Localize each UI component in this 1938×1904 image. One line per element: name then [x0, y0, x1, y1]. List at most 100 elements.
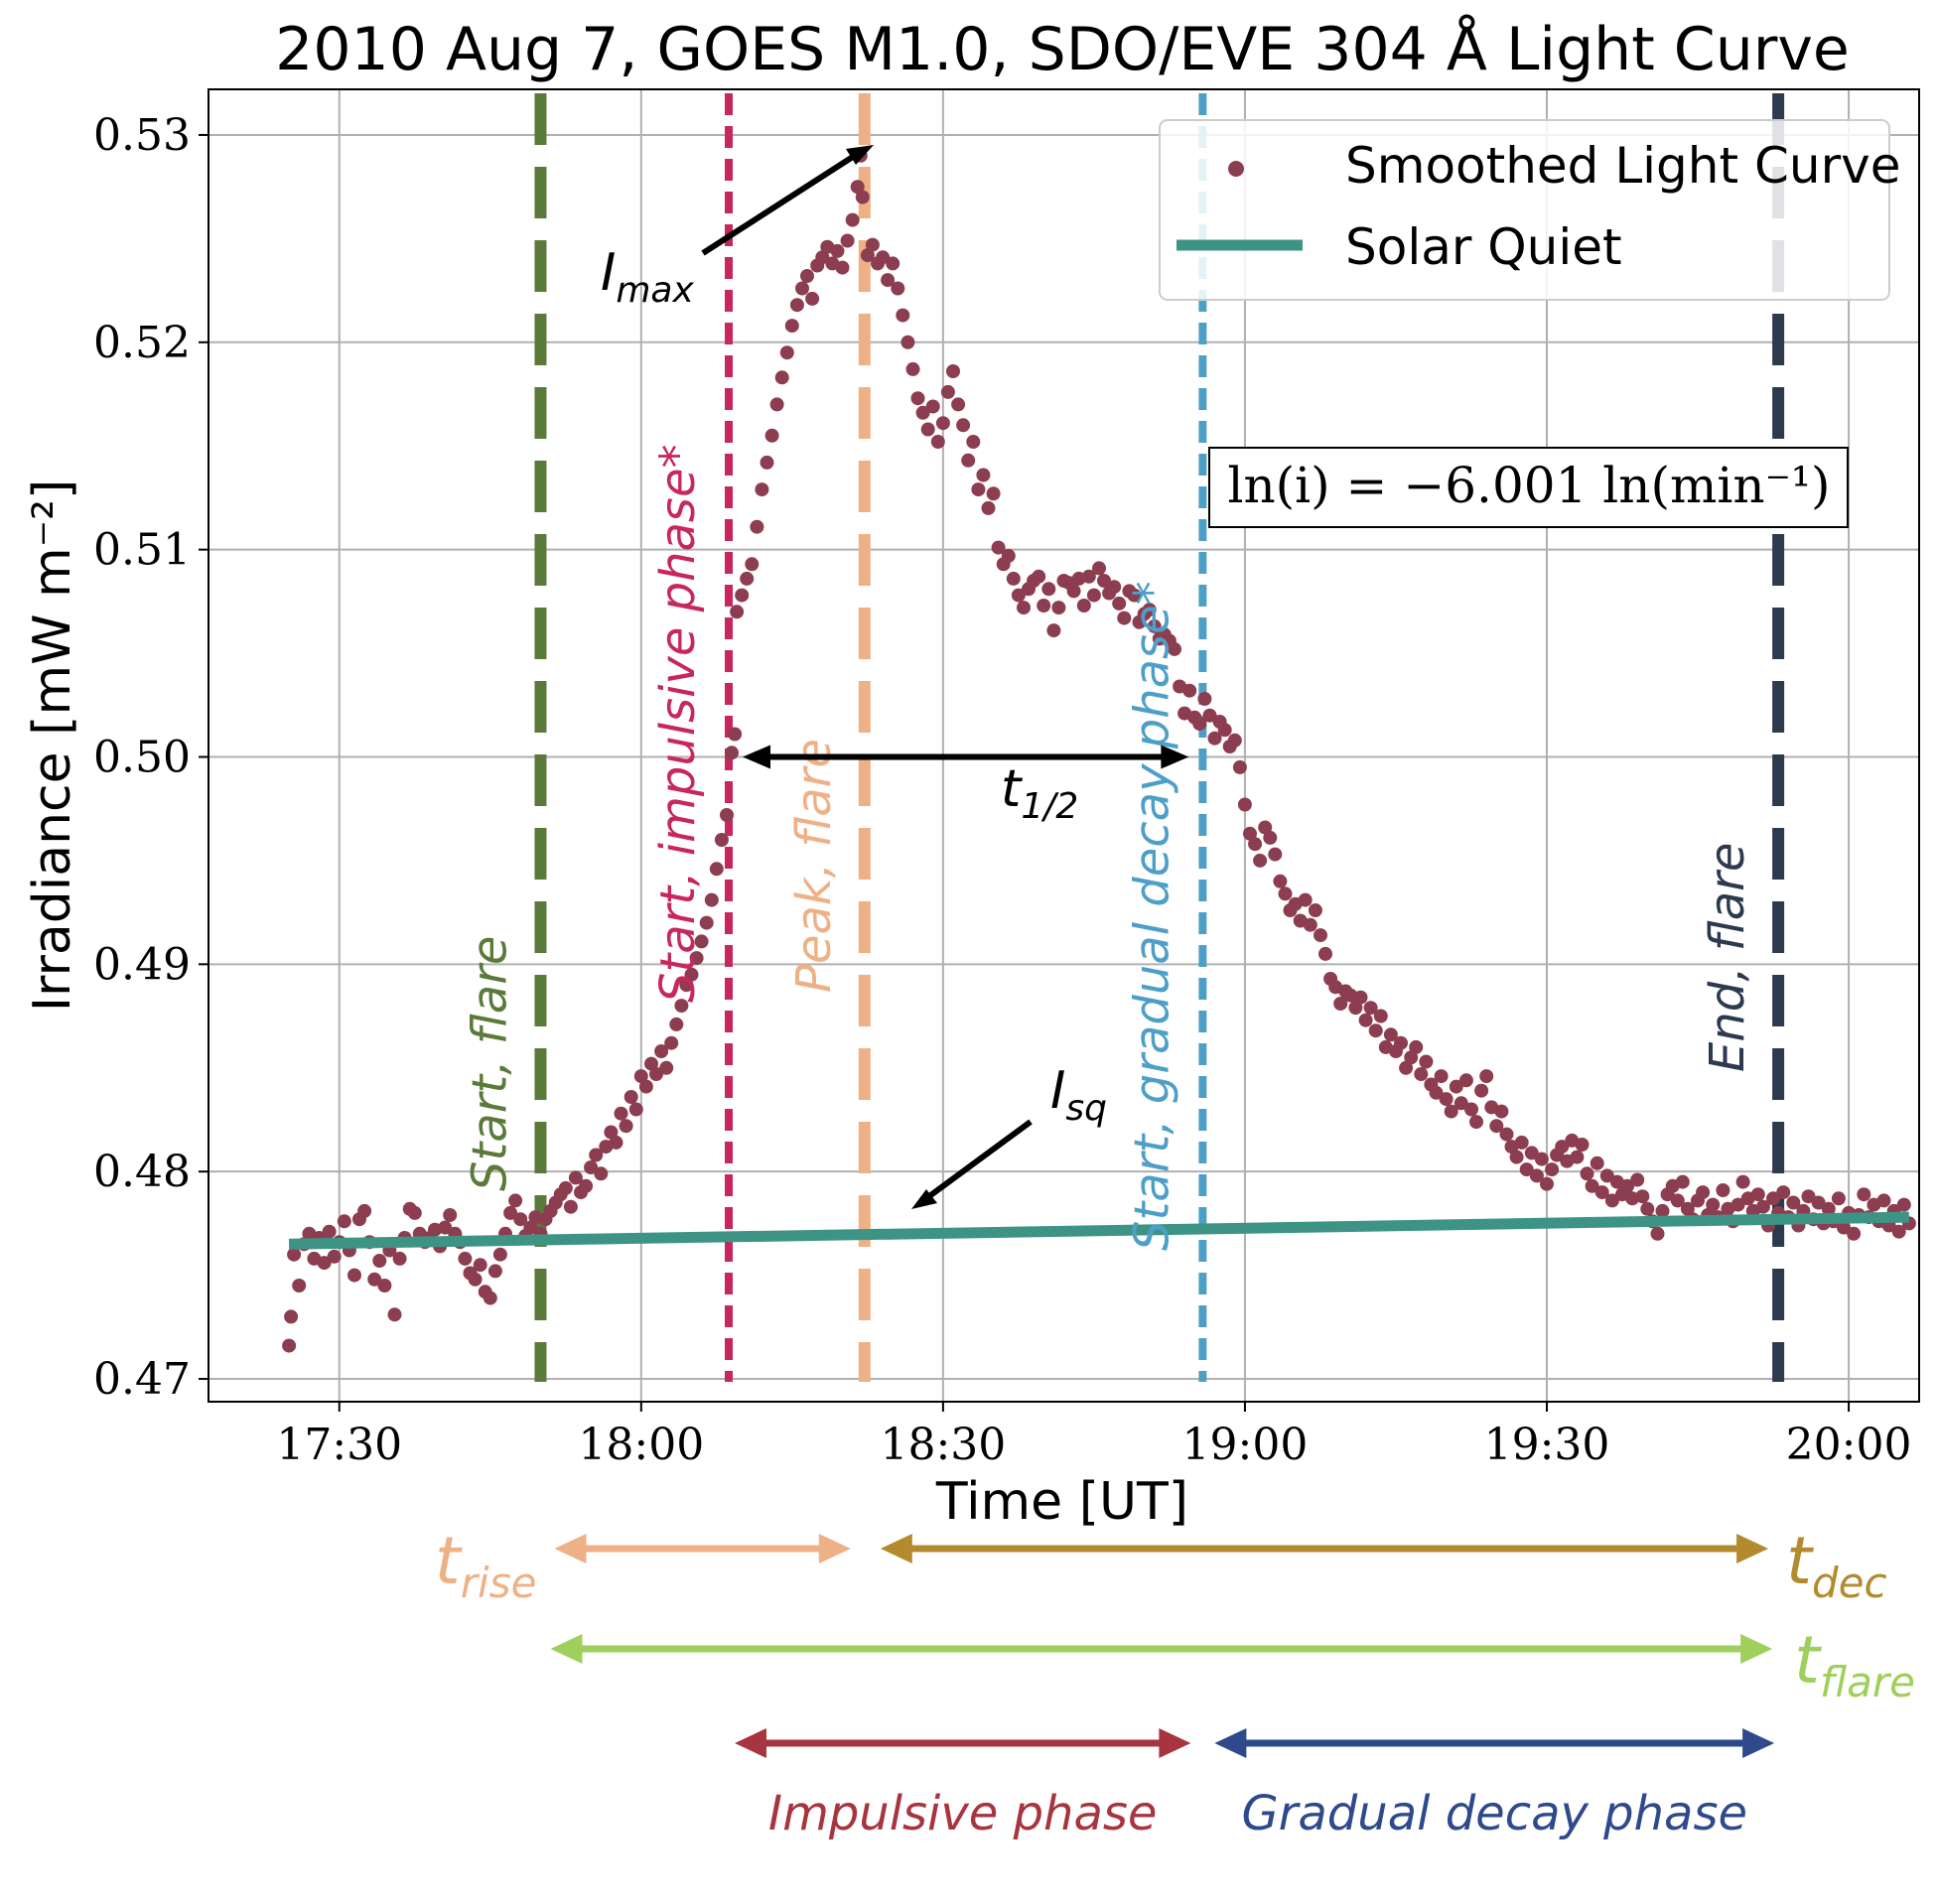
data-point: [322, 1224, 337, 1239]
data-point: [614, 1106, 628, 1121]
data-point: [1811, 1195, 1826, 1210]
data-point: [1278, 886, 1293, 901]
data-point: [1358, 1013, 1373, 1027]
data-point: [1168, 641, 1181, 656]
data-point: [1197, 692, 1212, 706]
data-point: [1006, 571, 1021, 586]
data-point: [1479, 1069, 1494, 1084]
data-point: [1207, 731, 1222, 746]
data-point: [1107, 580, 1122, 595]
data-point: [1182, 683, 1197, 698]
data-point: [367, 1272, 382, 1287]
data-point: [604, 1125, 619, 1140]
data-point: [347, 1268, 361, 1283]
marker-label: Peak, flare: [786, 739, 842, 993]
data-point: [1243, 826, 1257, 841]
data-point: [317, 1256, 332, 1271]
data-point: [1755, 1199, 1770, 1214]
data-point: [584, 1160, 599, 1174]
data-point: [689, 951, 704, 966]
data-point: [1786, 1195, 1801, 1210]
data-point: [764, 428, 779, 443]
data-point: [1585, 1178, 1599, 1193]
data-point: [1333, 997, 1348, 1011]
interval-arrowhead: [818, 1534, 851, 1564]
data-point: [1263, 830, 1278, 845]
data-point: [654, 1044, 669, 1058]
y-tick-label: 0.50: [93, 732, 191, 782]
data-point: [1630, 1172, 1645, 1187]
data-point: [720, 808, 734, 822]
data-point: [1499, 1127, 1514, 1142]
data-point: [1847, 1226, 1862, 1241]
data-point: [915, 405, 930, 420]
data-point: [473, 1258, 487, 1273]
interval-label-subscript: rise: [461, 1559, 537, 1607]
data-point: [1570, 1150, 1585, 1164]
data-point: [805, 291, 820, 306]
interval-arrowhead: [734, 1728, 766, 1758]
solar-quiet-line: [288, 1211, 1909, 1250]
data-point: [845, 212, 860, 227]
data-point: [1474, 1083, 1489, 1098]
data-point: [1454, 1096, 1468, 1111]
data-point: [609, 1135, 623, 1150]
data-point: [1670, 1193, 1685, 1208]
data-point: [881, 273, 896, 288]
data-point: [1217, 723, 1232, 738]
data-point: [1449, 1079, 1463, 1094]
data-point: [1640, 1201, 1655, 1216]
legend-scatter-marker: [1228, 161, 1244, 177]
data-point: [850, 180, 865, 195]
data-point: [1439, 1092, 1454, 1107]
data-point: [946, 364, 960, 378]
data-point: [1268, 847, 1283, 862]
data-point: [835, 260, 850, 275]
legend-box: [1159, 119, 1890, 301]
data-point: [1837, 1220, 1851, 1235]
data-point: [1635, 1189, 1650, 1204]
data-point: [991, 540, 1006, 555]
data-point: [1192, 717, 1207, 732]
data-point: [840, 233, 855, 248]
data-point: [795, 281, 809, 296]
data-point: [492, 1247, 507, 1262]
data-point: [357, 1203, 372, 1218]
data-point: [1716, 1183, 1730, 1197]
data-point: [1081, 569, 1096, 584]
data-point: [740, 571, 755, 586]
interval-arrowhead: [880, 1534, 912, 1564]
data-point: [327, 1249, 342, 1264]
data-point: [287, 1247, 302, 1262]
data-point: [1896, 1197, 1911, 1212]
data-point: [1032, 569, 1046, 584]
data-point: [1227, 733, 1242, 748]
data-point: [896, 308, 910, 323]
imax-label: I: [601, 243, 616, 303]
interval-label-main: t: [1794, 1622, 1822, 1699]
data-point: [684, 967, 699, 982]
data-point: [669, 1017, 684, 1031]
data-point: [282, 1338, 297, 1353]
marker-label: End, flare: [1700, 843, 1755, 1072]
data-point: [1434, 1069, 1449, 1084]
data-point: [284, 1309, 299, 1324]
data-point: [1857, 1187, 1871, 1202]
interval-label-main: Gradual decay phase: [1241, 1786, 1747, 1841]
data-point: [487, 1264, 502, 1279]
data-point: [458, 1251, 473, 1266]
data-point: [1097, 574, 1111, 588]
data-point: [860, 248, 875, 263]
data-point: [508, 1193, 523, 1208]
interval-arrowhead: [1214, 1728, 1247, 1758]
data-point: [815, 250, 830, 265]
vertical-marker-lines: [534, 93, 1785, 1382]
data-point: [1620, 1178, 1635, 1193]
data-point: [1604, 1193, 1619, 1208]
data-point: [1444, 1104, 1458, 1119]
interval-label: Gradual decay phase: [1241, 1786, 1747, 1841]
data-point: [876, 250, 891, 265]
data-point: [1590, 1156, 1604, 1170]
data-point: [1776, 1185, 1791, 1200]
